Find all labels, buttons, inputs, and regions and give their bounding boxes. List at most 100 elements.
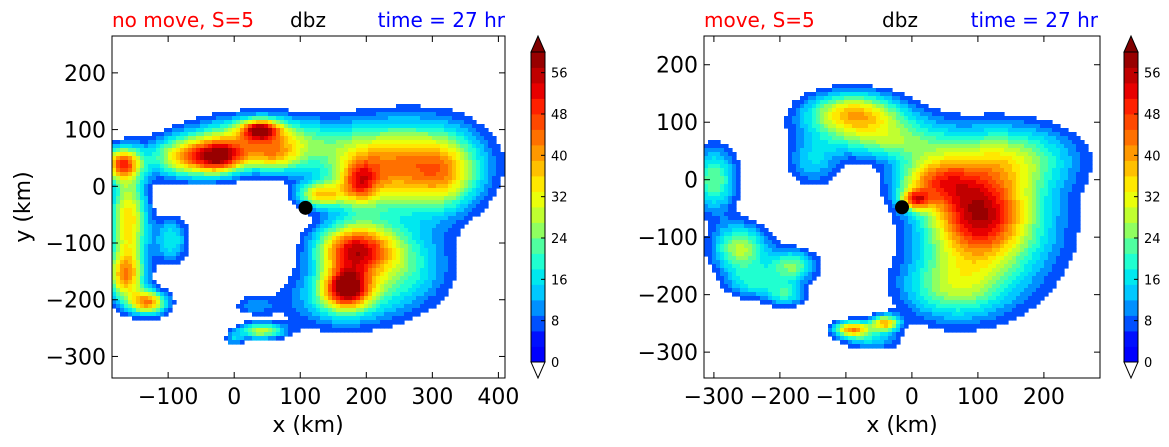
field-cell xyxy=(752,264,757,269)
field-cell xyxy=(156,228,161,233)
field-cell xyxy=(360,208,365,213)
field-cell xyxy=(240,140,245,145)
field-cell xyxy=(144,312,149,317)
field-cell xyxy=(828,128,833,133)
field-cell xyxy=(152,180,157,185)
field-cell xyxy=(356,124,361,129)
field-cell xyxy=(308,120,313,125)
field-cell xyxy=(704,144,709,149)
field-cell xyxy=(860,340,865,345)
field-cell xyxy=(156,224,161,229)
field-cell xyxy=(476,152,481,157)
field-cell xyxy=(308,288,313,293)
field-cell xyxy=(488,156,493,161)
field-cell xyxy=(316,204,321,209)
field-cell xyxy=(296,296,301,301)
field-cell xyxy=(432,228,437,233)
field-cell xyxy=(424,200,429,205)
field-cell xyxy=(396,320,401,325)
field-cell xyxy=(188,140,193,145)
field-cell xyxy=(376,288,381,293)
field-cell xyxy=(200,168,205,173)
field-cell xyxy=(176,228,181,233)
field-cell xyxy=(460,112,465,117)
field-cell xyxy=(300,196,305,201)
field-cell xyxy=(292,300,297,305)
field-cell xyxy=(480,208,485,213)
field-cell xyxy=(320,120,325,125)
field-cell xyxy=(424,280,429,285)
field-cell xyxy=(212,176,217,181)
field-cell xyxy=(780,292,785,297)
field-cell xyxy=(408,264,413,269)
field-cell xyxy=(708,236,713,241)
field-cell xyxy=(348,184,353,189)
field-cell xyxy=(320,308,325,313)
field-cell xyxy=(844,132,849,137)
field-cell xyxy=(792,108,797,113)
field-cell xyxy=(352,168,357,173)
field-cell xyxy=(136,192,141,197)
field-cell xyxy=(128,184,133,189)
field-cell xyxy=(388,240,393,245)
field-cell xyxy=(424,116,429,121)
field-cell xyxy=(316,296,321,301)
field-cell xyxy=(124,164,129,169)
field-cell xyxy=(248,332,253,337)
field-cell xyxy=(732,188,737,193)
field-cell xyxy=(432,136,437,141)
field-cell xyxy=(788,152,793,157)
field-cell xyxy=(312,308,317,313)
field-cell xyxy=(292,152,297,157)
field-cell xyxy=(736,180,741,185)
field-cell xyxy=(408,292,413,297)
field-cell xyxy=(796,124,801,129)
field-cell xyxy=(372,296,377,301)
colorbar-segment xyxy=(531,300,545,316)
field-cell xyxy=(144,256,149,261)
field-cell xyxy=(128,276,133,281)
field-cell xyxy=(400,200,405,205)
field-cell xyxy=(376,280,381,285)
field-cell xyxy=(172,248,177,253)
field-cell xyxy=(272,336,277,341)
field-cell xyxy=(776,240,781,245)
field-cell xyxy=(768,240,773,245)
field-cell xyxy=(364,264,369,269)
field-cell xyxy=(240,336,245,341)
field-cell xyxy=(420,272,425,277)
field-cell xyxy=(156,284,161,289)
field-cell xyxy=(300,324,305,329)
field-cell xyxy=(280,132,285,137)
field-cell xyxy=(112,160,117,165)
field-cell xyxy=(404,296,409,301)
field-cell xyxy=(360,284,365,289)
field-cell xyxy=(336,200,341,205)
field-cell xyxy=(124,312,129,317)
field-cell xyxy=(132,276,137,281)
field-cell xyxy=(316,236,321,241)
field-cell xyxy=(172,232,177,237)
field-cell xyxy=(396,304,401,309)
field-cell xyxy=(320,180,325,185)
field-cell xyxy=(288,192,293,197)
field-cell xyxy=(144,164,149,169)
field-cell xyxy=(392,200,397,205)
field-cell xyxy=(368,172,373,177)
field-cell xyxy=(448,216,453,221)
field-cell xyxy=(240,308,245,313)
field-cell xyxy=(120,312,125,317)
field-cell xyxy=(424,304,429,309)
field-cell xyxy=(776,296,781,301)
field-cell xyxy=(424,180,429,185)
field-cell xyxy=(124,300,129,305)
colorbar-segment xyxy=(531,114,545,130)
field-cell xyxy=(280,328,285,333)
field-cell xyxy=(836,140,841,145)
field-cell xyxy=(464,188,469,193)
field-cell xyxy=(148,232,153,237)
field-cell xyxy=(124,156,129,161)
field-cell xyxy=(348,160,353,165)
field-cell xyxy=(804,128,809,133)
field-cell xyxy=(324,228,329,233)
